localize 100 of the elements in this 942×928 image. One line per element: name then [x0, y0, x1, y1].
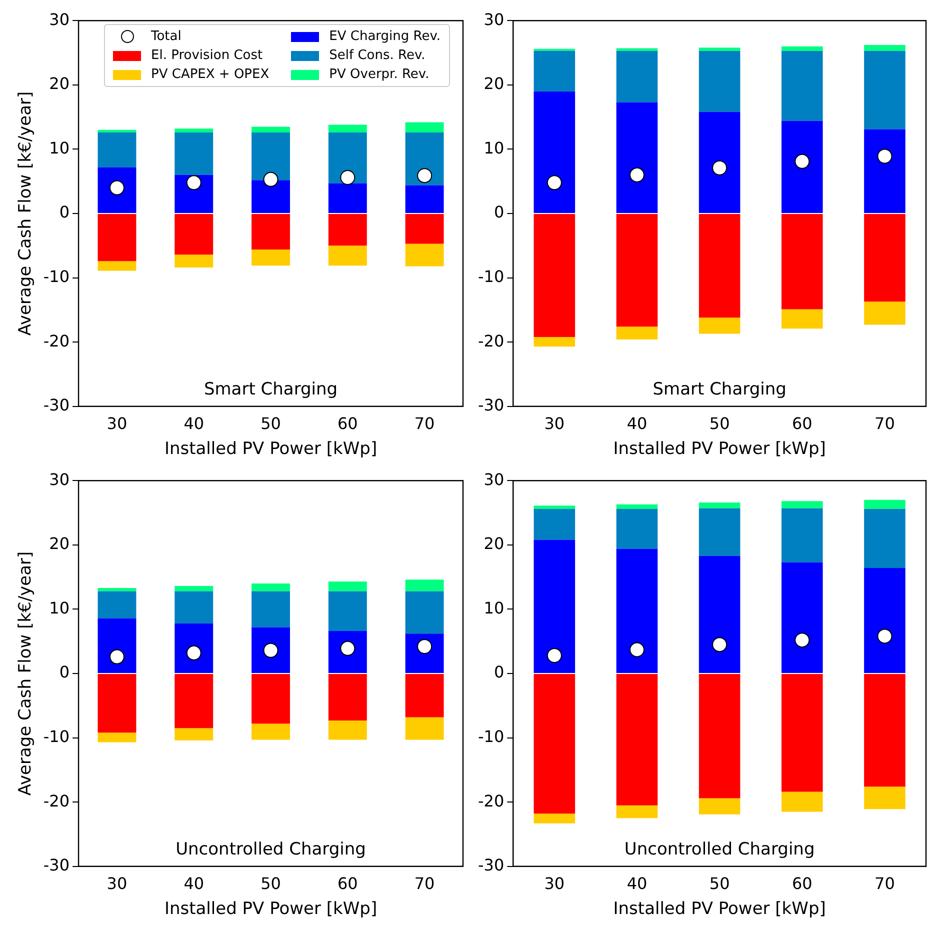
bar: [328, 246, 367, 266]
bar: [698, 502, 740, 508]
legend-label: Self Cons. Rev.: [329, 48, 426, 63]
x-tick-label: 50: [709, 874, 730, 894]
y-tick-label: 10: [49, 138, 70, 158]
bar: [534, 91, 576, 213]
bar: [252, 674, 290, 724]
y-tick-label: -30: [43, 856, 70, 875]
x-tick-label: 30: [544, 414, 565, 434]
bar: [698, 112, 740, 213]
bar: [405, 580, 444, 592]
bar: [534, 508, 576, 540]
bar: [781, 562, 823, 673]
bar: [405, 132, 444, 186]
x-axis-title: Installed PV Power [kWp]: [164, 899, 378, 920]
bar: [534, 814, 576, 824]
point: [186, 175, 202, 190]
bar: [698, 214, 740, 318]
bar: [328, 132, 367, 184]
bar: [698, 318, 740, 334]
bar: [616, 50, 658, 102]
point: [629, 167, 644, 182]
legend-label: Total: [151, 29, 182, 44]
bar: [98, 214, 136, 262]
x-axis-title: Installed PV Power [kWp]: [613, 439, 826, 460]
bar: [328, 674, 367, 720]
y-tick-label: -20: [43, 791, 70, 810]
bar: [174, 591, 214, 624]
bar: [864, 302, 906, 325]
x-tick-label: 30: [106, 874, 128, 894]
bar: [405, 717, 444, 740]
y-tick-label: 30: [49, 470, 70, 489]
bar: [864, 214, 906, 302]
y-tick-label: 10: [484, 598, 504, 618]
y-tick-label: -10: [478, 266, 504, 286]
y-tick-label: -30: [43, 396, 70, 415]
y-tick-label: 30: [49, 10, 70, 29]
point: [263, 172, 278, 187]
y-tick-label: 30: [484, 470, 504, 489]
x-tick-label: 60: [792, 414, 812, 434]
y-tick-label: -20: [478, 791, 504, 810]
x-tick-label: 30: [544, 874, 565, 894]
point: [877, 148, 892, 164]
y-tick-label: -30: [478, 396, 504, 415]
bar: [405, 674, 444, 718]
point: [712, 160, 728, 176]
y-axis-title: Average Cash Flow [k€/year]: [16, 551, 36, 796]
bar: [174, 132, 214, 175]
x-tick-label: 50: [260, 414, 281, 434]
legend-label: PV CAPEX + OPEX: [151, 67, 270, 82]
y-tick-label: 0: [59, 662, 70, 682]
y-tick-label: -30: [478, 856, 504, 875]
bar: [328, 720, 367, 740]
bar: [405, 244, 444, 266]
legend-label: EV Charging Rev.: [329, 29, 441, 44]
y-tick-label: 20: [49, 74, 70, 94]
bar: [616, 504, 658, 509]
point: [712, 637, 728, 652]
bar: [174, 128, 214, 132]
bar: [405, 591, 444, 634]
bar: [616, 508, 658, 549]
bar: [328, 591, 367, 632]
point: [546, 648, 562, 663]
annotation: Smart Charging: [204, 379, 338, 400]
bar: [864, 45, 906, 51]
y-tick-label: 0: [494, 662, 504, 682]
bar: [698, 556, 740, 673]
bar: [534, 540, 576, 673]
point: [794, 632, 810, 648]
annotation: Uncontrolled Charging: [624, 839, 815, 860]
bar: [252, 583, 290, 592]
bar: [98, 261, 136, 271]
bar: [98, 591, 136, 618]
x-tick-label: 40: [626, 414, 648, 434]
y-tick-label: -20: [43, 331, 70, 350]
point: [546, 175, 562, 190]
bar: [864, 568, 906, 673]
x-tick-label: 60: [337, 874, 358, 894]
y-tick-label: -20: [478, 331, 504, 350]
bar: [534, 50, 576, 92]
x-tick-label: 60: [792, 874, 812, 894]
y-tick-label: -10: [478, 726, 504, 746]
bar: [698, 674, 740, 798]
y-axis-title: Average Cash Flow [k€/year]: [16, 91, 36, 336]
x-tick-label: 40: [626, 874, 648, 894]
x-tick-label: 40: [184, 874, 204, 894]
bar: [98, 618, 136, 673]
bar: [698, 50, 740, 112]
bar: [98, 732, 136, 742]
bar: [252, 591, 290, 628]
bar: [328, 582, 367, 592]
bar: [252, 180, 290, 213]
bar: [174, 623, 214, 673]
bar: [616, 805, 658, 818]
bar: [98, 132, 136, 168]
point: [877, 628, 892, 644]
bar: [781, 501, 823, 508]
point: [417, 168, 432, 184]
x-tick-label: 60: [337, 414, 358, 434]
point: [629, 642, 644, 658]
